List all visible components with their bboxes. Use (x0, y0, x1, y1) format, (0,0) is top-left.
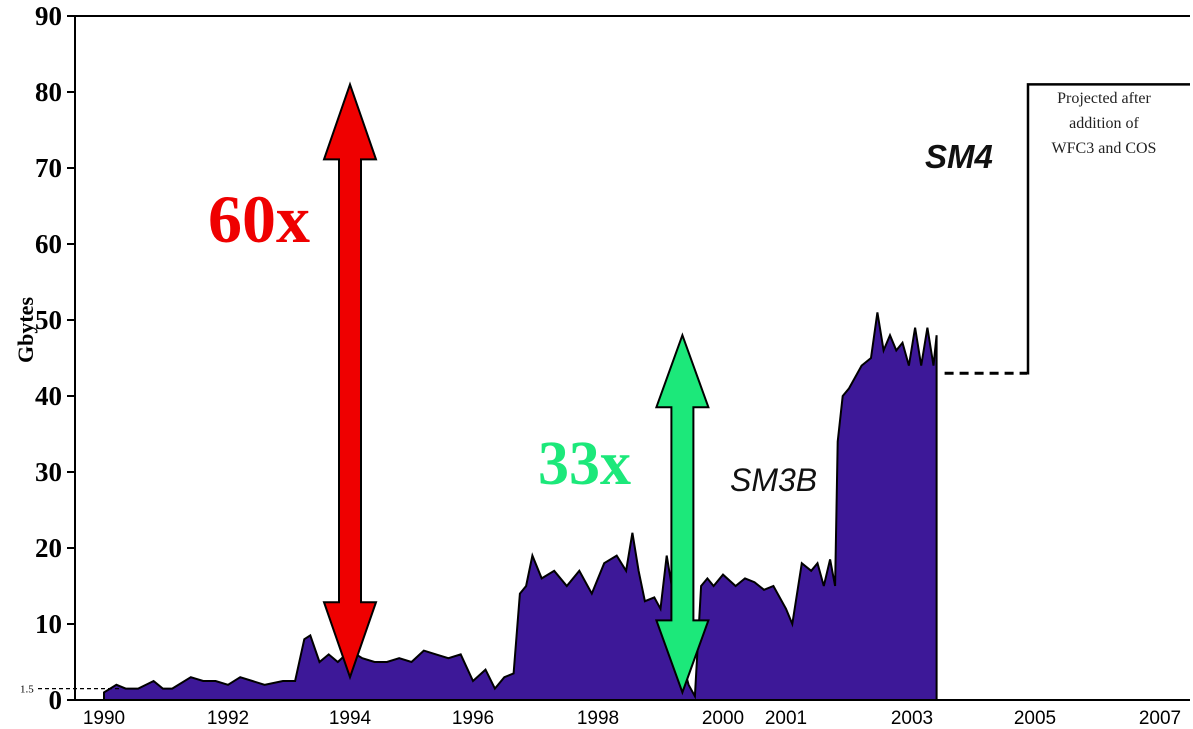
y-axis-ticks: 0 10 20 30 40 50 60 70 80 90 1.5 (20, 1, 75, 715)
projected-note-line-2: addition of (1069, 115, 1139, 132)
y-tick-label: 50 (35, 305, 62, 335)
y-tick-label: 40 (35, 381, 62, 411)
y-tick-label: 10 (35, 609, 62, 639)
y-tick-label: 30 (35, 457, 62, 487)
y-tick-label: 90 (35, 1, 62, 31)
y-tick-label: 20 (35, 533, 62, 563)
y-tick-label: 0 (49, 685, 63, 715)
x-tick-label: 1992 (207, 708, 249, 729)
x-tick-label: 2000 (702, 708, 744, 729)
projected-note-line-1: Projected after (1057, 90, 1151, 107)
y-tick-label: 60 (35, 229, 62, 259)
x-tick-label: 2003 (891, 708, 933, 729)
sm4-label: SM4 (925, 138, 993, 175)
red-double-arrow (322, 81, 378, 681)
projected-note-line-3: WFC3 and COS (1052, 140, 1157, 157)
projection-step-line (1026, 83, 1190, 375)
x-tick-label: 1998 (577, 708, 619, 729)
y-tick-label: 80 (35, 77, 62, 107)
x-tick-label: 1996 (452, 708, 494, 729)
sm3b-label: SM3B (730, 462, 817, 498)
y-reference-label: 1.5 (20, 684, 34, 696)
x-axis-ticks: 1990 1992 1994 1996 1998 2000 2001 2003 2005 2007 (83, 708, 1181, 729)
x-tick-label: 1994 (329, 708, 372, 729)
y-axis-label: Gbytes (13, 297, 38, 363)
data-area (103, 312, 938, 701)
growth-60x-label: 60x (208, 181, 310, 257)
x-tick-label: 2005 (1014, 708, 1056, 729)
growth-33x-label: 33x (538, 430, 631, 498)
green-double-arrow (654, 332, 710, 696)
x-tick-label: 2001 (765, 708, 807, 729)
y-tick-label: 70 (35, 153, 62, 183)
x-tick-label: 1990 (83, 708, 125, 729)
x-tick-label: 2007 (1139, 708, 1181, 729)
